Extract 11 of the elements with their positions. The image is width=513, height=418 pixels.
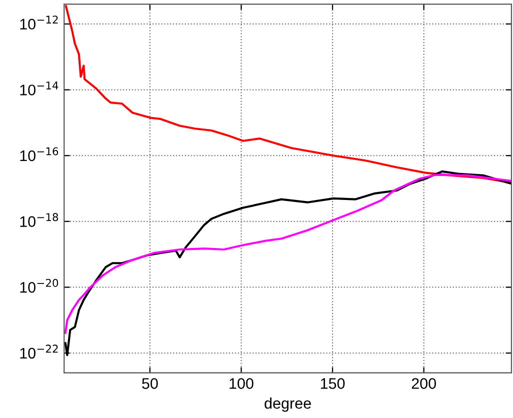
y-tick-label: 10$^{−18}$ <box>20 213 58 227</box>
x-tick-label: 200 <box>412 378 436 389</box>
y-tick-label: 10$^{−20}$ <box>20 278 58 293</box>
y-tick-label: 10$^{−12}$ <box>20 16 58 30</box>
y-tick-label: 10$^{−16}$ <box>20 147 58 162</box>
y-tick-label: 10$^{−14}$ <box>20 82 58 96</box>
y-tick-label: 10$^{−22}$ <box>20 344 58 359</box>
x-tick-label: 150 <box>320 378 345 389</box>
x-tick-label: 50 <box>142 378 158 389</box>
x-tick-label: 100 <box>230 378 254 389</box>
x-axis-title: degree <box>264 398 311 412</box>
